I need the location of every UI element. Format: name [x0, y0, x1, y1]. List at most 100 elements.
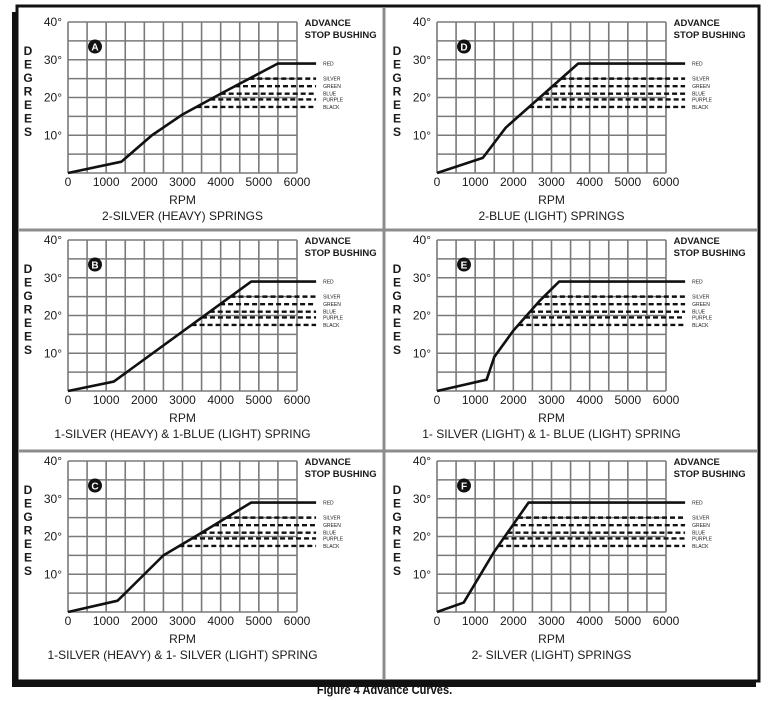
x-tick-label: 5000 [245, 393, 272, 407]
stop-label-blue: BLUE [323, 531, 337, 537]
stop-label-black: BLACK [692, 544, 709, 550]
y-axis-label-letter: R [393, 303, 402, 317]
stop-label-blue: BLUE [692, 310, 706, 316]
stop-label-green: GREEN [692, 84, 710, 90]
x-tick-label: 6000 [653, 175, 680, 189]
y-tick-label: 20° [413, 91, 431, 105]
legend-title-line1: ADVANCE [305, 18, 351, 29]
y-tick-label: 30° [44, 53, 62, 67]
advance-curve [67, 501, 317, 614]
x-tick-label: 1000 [93, 614, 120, 628]
y-tick-label: 30° [44, 492, 62, 506]
y-axis-label-letter: E [393, 98, 401, 112]
chart-panel-f: 10°20°30°40°0 1000 2000 3000 4000 5000 6000DEG… [392, 454, 745, 662]
chart-panel-a: 10°20°30°40°0 1000 2000 3000 4000 5000 6000DEG… [23, 15, 376, 223]
x-tick-label: 5000 [245, 614, 272, 628]
x-tick-label: 4000 [207, 175, 234, 189]
y-tick-label: 40° [44, 454, 62, 468]
y-tick-label: 40° [413, 15, 431, 29]
y-axis-label-letter: E [24, 58, 32, 72]
stop-label-blue: BLUE [692, 92, 706, 98]
panel-badge-f [457, 478, 471, 493]
figure-caption: Figure 4 Advance Curves. [316, 682, 453, 697]
stop-label-blue: BLUE [323, 92, 337, 98]
y-tick-label: 30° [413, 492, 431, 506]
stop-label-green: GREEN [323, 523, 341, 529]
y-axis-label-letter: G [392, 289, 401, 303]
x-tick-label: 1000 [462, 175, 489, 189]
y-tick-label: 10° [44, 346, 62, 360]
x-tick-label: 6000 [284, 175, 311, 189]
legend-title-line2: STOP BUSHING [674, 30, 746, 41]
x-tick-label: 6000 [284, 614, 311, 628]
x-tick-label: 3000 [169, 393, 196, 407]
stop-label-blue: BLUE [323, 310, 337, 316]
legend-title-line2: STOP BUSHING [305, 248, 377, 259]
stop-label-black: BLACK [692, 105, 709, 111]
y-tick-label: 10° [44, 567, 62, 581]
panel-caption: 1-SILVER (HEAVY) & 1- SILVER (LIGHT) SPR… [47, 648, 317, 662]
panel-letter: D [460, 43, 467, 54]
x-axis-label: RPM [169, 193, 196, 207]
y-axis-label-letter: R [393, 524, 402, 538]
stop-label-green: GREEN [323, 302, 341, 308]
y-axis-label-letter: E [24, 98, 32, 112]
x-tick-label: 0 [434, 393, 441, 407]
x-tick-label: 1000 [93, 175, 120, 189]
x-tick-label: 6000 [284, 393, 311, 407]
x-tick-label: 0 [65, 614, 72, 628]
y-axis-label-letter: G [23, 289, 32, 303]
y-axis-label-letter: E [24, 537, 32, 551]
panel-letter: C [91, 482, 98, 493]
y-axis-label-letter: G [392, 510, 401, 524]
x-tick-label: 6000 [653, 393, 680, 407]
x-tick-label: 5000 [614, 393, 641, 407]
y-axis-label-letter: E [393, 551, 401, 565]
y-axis-label-letter: D [24, 483, 33, 497]
stop-label-black: BLACK [323, 323, 340, 329]
x-tick-label: 0 [65, 393, 72, 407]
panel-badge-b [88, 257, 102, 272]
y-tick-label: 20° [44, 309, 62, 323]
y-axis-label-letter: R [24, 85, 33, 99]
y-tick-label: 20° [413, 309, 431, 323]
stop-label-black: BLACK [323, 105, 340, 111]
panel-letter: E [461, 261, 468, 272]
stop-label-red: RED [692, 62, 703, 68]
panel-letter: F [461, 482, 467, 493]
legend-title-line2: STOP BUSHING [674, 248, 746, 259]
panel-badge-d [457, 39, 471, 54]
x-tick-label: 5000 [245, 175, 272, 189]
y-axis-label-letter: E [393, 58, 401, 72]
y-axis-label-letter: R [24, 303, 33, 317]
x-tick-label: 4000 [207, 393, 234, 407]
y-tick-label: 10° [413, 128, 431, 142]
y-axis-label-letter: S [393, 343, 401, 357]
x-axis-label: RPM [538, 193, 565, 207]
legend-title-line1: ADVANCE [674, 18, 720, 29]
panel-letter: A [91, 43, 98, 54]
y-axis-label-letter: E [393, 497, 401, 511]
x-tick-label: 0 [65, 175, 72, 189]
y-axis-label-letter: E [393, 316, 401, 330]
x-tick-label: 3000 [169, 614, 196, 628]
y-axis-label-letter: D [393, 44, 402, 58]
y-tick-label: 20° [44, 530, 62, 544]
x-tick-label: 5000 [614, 614, 641, 628]
legend-title-line1: ADVANCE [305, 457, 351, 468]
x-axis-label: RPM [169, 632, 196, 646]
chart-panel-e: 10°20°30°40°0 1000 2000 3000 4000 5000 6000DEG… [392, 233, 745, 441]
y-axis-label-letter: E [393, 330, 401, 344]
y-tick-label: 40° [44, 15, 62, 29]
panel-caption: 2-SILVER (HEAVY) SPRINGS [102, 209, 263, 223]
x-tick-label: 5000 [614, 175, 641, 189]
y-axis-label-letter: D [24, 44, 33, 58]
stop-label-green: GREEN [323, 84, 341, 90]
x-axis-label: RPM [169, 411, 196, 425]
y-axis-label-letter: E [393, 112, 401, 126]
x-tick-label: 1000 [93, 393, 120, 407]
stop-label-silver: SILVER [323, 516, 341, 522]
y-axis-label-letter: G [392, 71, 401, 85]
y-axis-label-letter: S [393, 125, 401, 139]
legend-title-line2: STOP BUSHING [305, 30, 377, 41]
